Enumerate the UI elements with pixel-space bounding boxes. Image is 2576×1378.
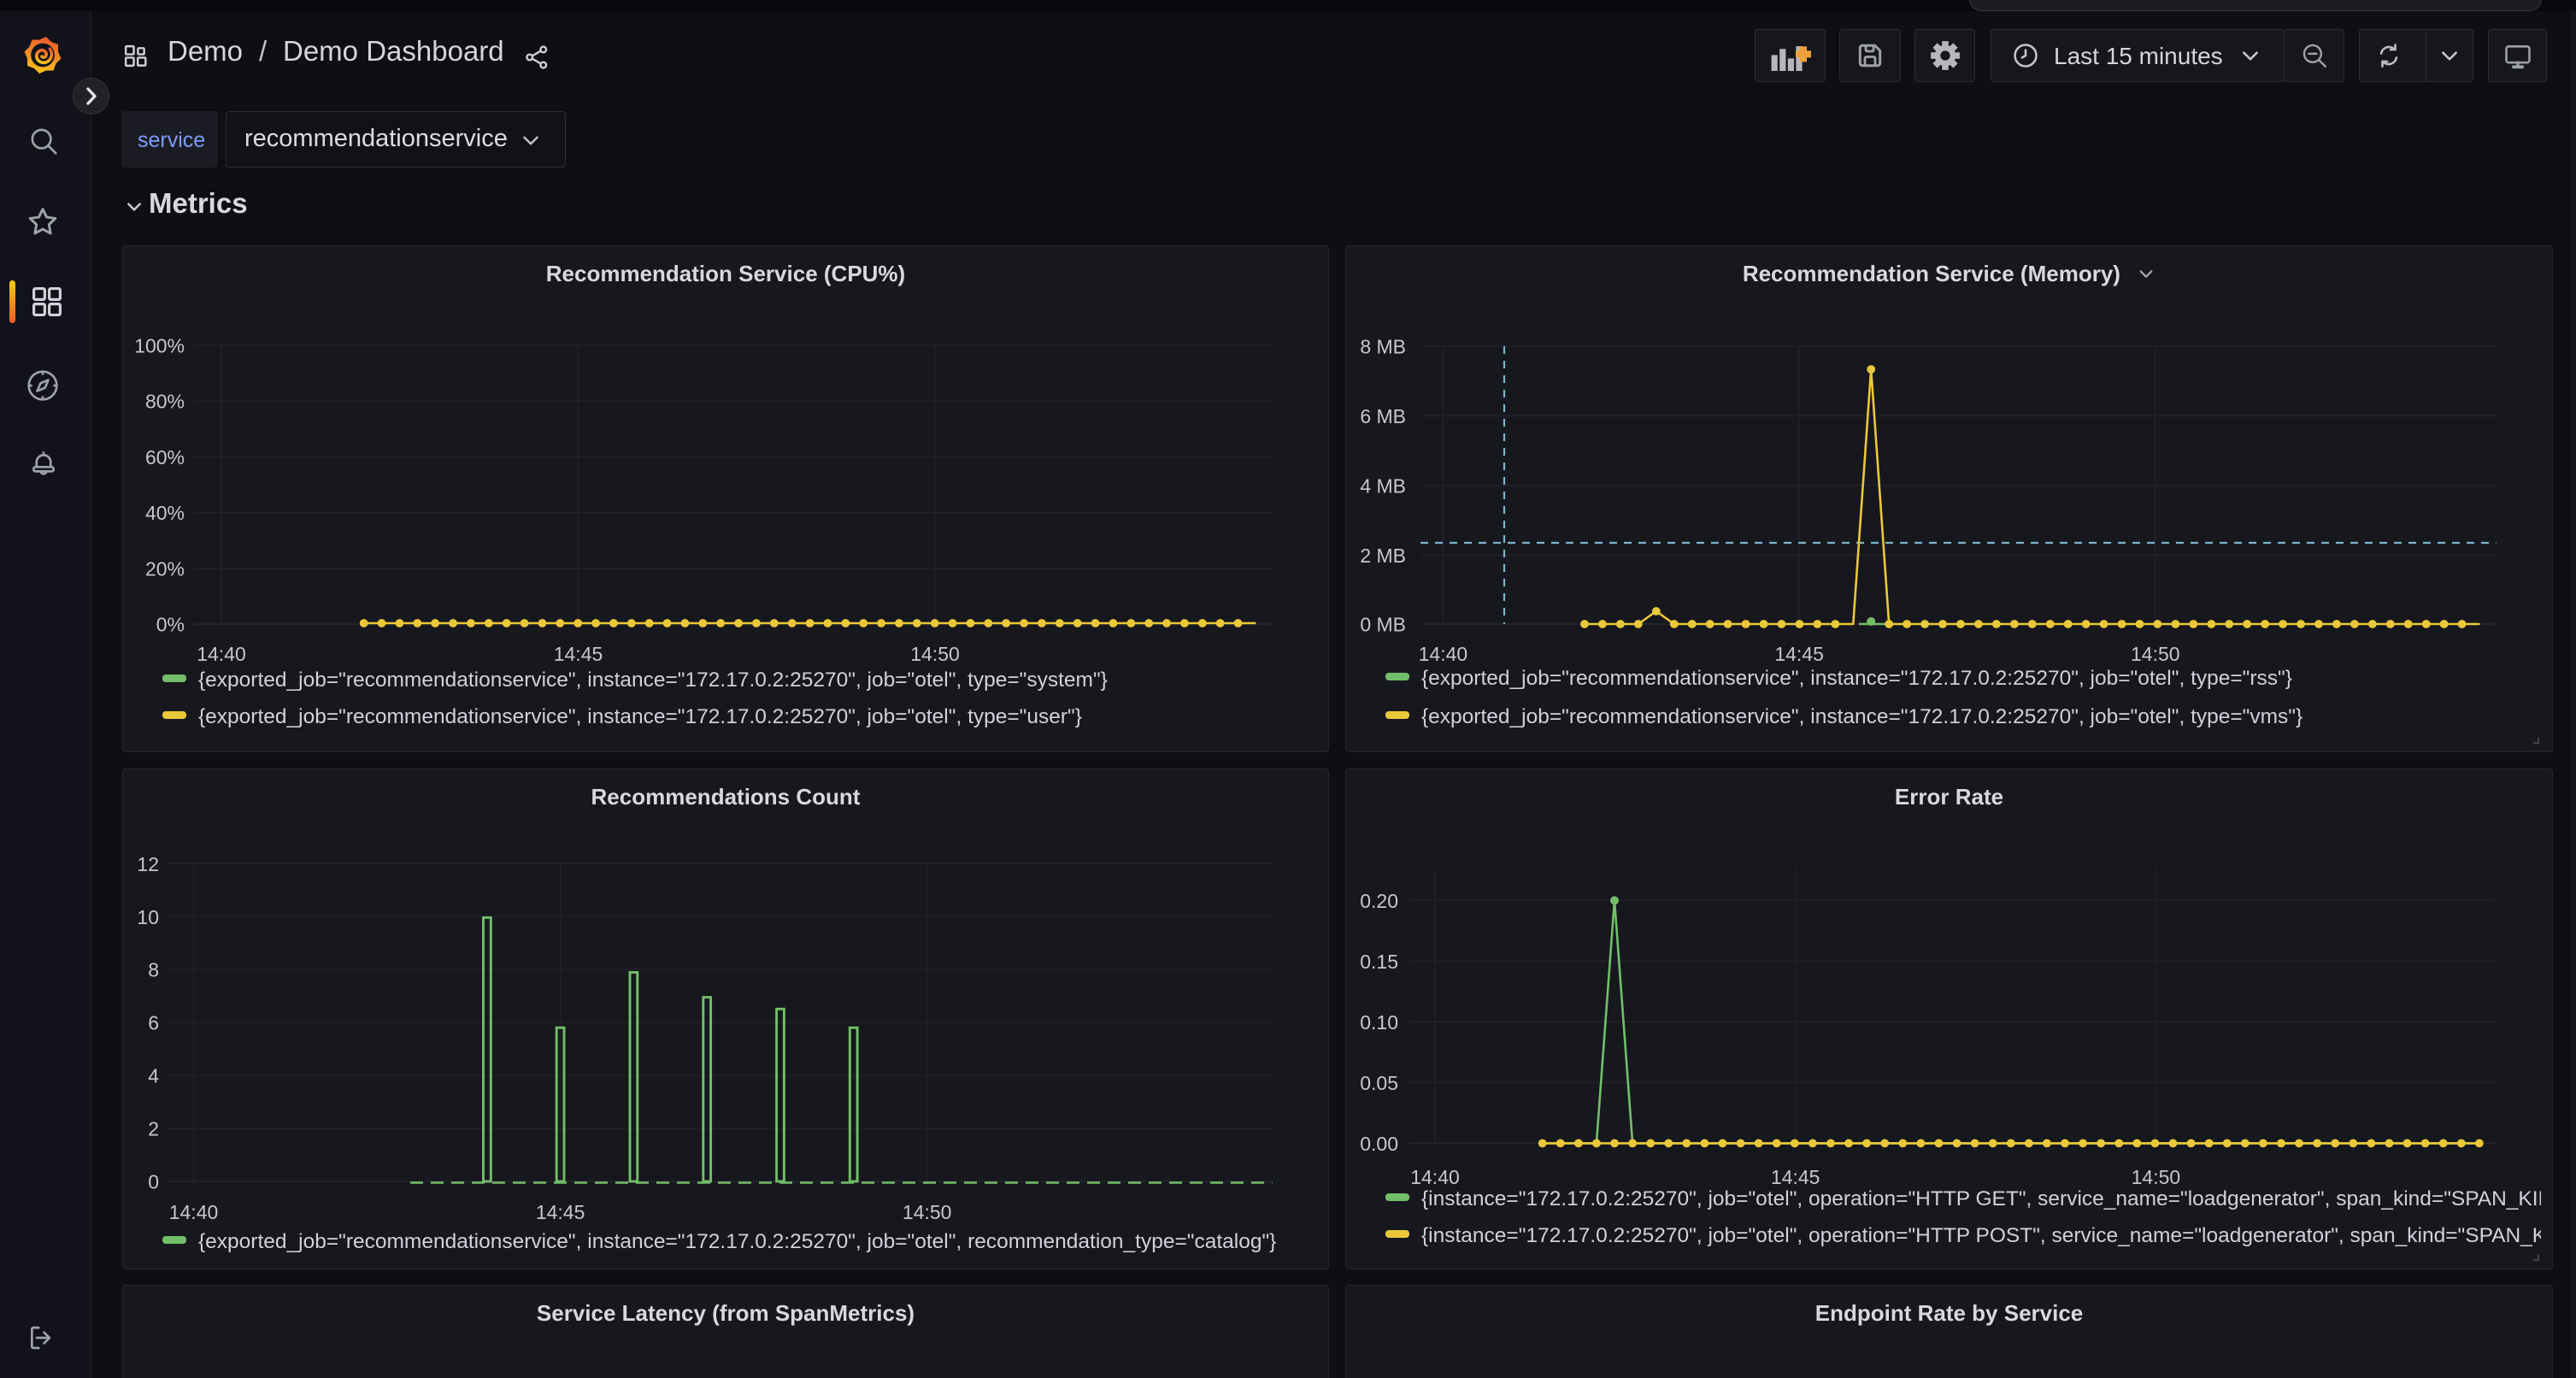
- svg-text:14:45: 14:45: [1774, 643, 1824, 665]
- svg-text:0%: 0%: [156, 614, 185, 636]
- svg-text:14:40: 14:40: [169, 1201, 219, 1223]
- svg-text:14:45: 14:45: [554, 643, 603, 665]
- svg-text:4: 4: [148, 1065, 159, 1087]
- svg-text:0: 0: [148, 1171, 159, 1193]
- svg-text:14:40: 14:40: [197, 643, 246, 665]
- svg-text:6: 6: [148, 1012, 159, 1034]
- svg-text:20%: 20%: [145, 557, 185, 580]
- svg-text:14:50: 14:50: [2131, 643, 2180, 665]
- svg-text:8 MB: 8 MB: [1360, 336, 1406, 358]
- svg-text:14:50: 14:50: [2132, 1166, 2181, 1188]
- svg-text:2: 2: [148, 1118, 159, 1140]
- svg-text:14:40: 14:40: [1410, 1166, 1460, 1188]
- svg-text:0 MB: 0 MB: [1360, 614, 1406, 636]
- svg-text:100%: 100%: [134, 335, 185, 357]
- svg-text:0.00: 0.00: [1360, 1133, 1398, 1155]
- svg-text:14:50: 14:50: [910, 643, 960, 665]
- svg-text:40%: 40%: [145, 502, 185, 524]
- svg-text:0.15: 0.15: [1360, 951, 1398, 973]
- svg-text:6 MB: 6 MB: [1360, 405, 1406, 427]
- svg-text:12: 12: [137, 853, 159, 875]
- svg-text:8: 8: [148, 959, 159, 981]
- svg-text:0.20: 0.20: [1360, 890, 1398, 912]
- svg-text:14:45: 14:45: [1771, 1166, 1820, 1188]
- svg-text:14:45: 14:45: [536, 1201, 585, 1223]
- svg-text:14:40: 14:40: [1419, 643, 1468, 665]
- svg-text:80%: 80%: [145, 391, 185, 413]
- svg-text:10: 10: [137, 906, 159, 928]
- svg-text:14:50: 14:50: [903, 1201, 952, 1223]
- svg-text:0.10: 0.10: [1360, 1011, 1398, 1034]
- svg-text:0.05: 0.05: [1360, 1072, 1398, 1094]
- svg-text:2 MB: 2 MB: [1360, 545, 1406, 567]
- svg-text:60%: 60%: [145, 446, 185, 468]
- svg-text:4 MB: 4 MB: [1360, 475, 1406, 498]
